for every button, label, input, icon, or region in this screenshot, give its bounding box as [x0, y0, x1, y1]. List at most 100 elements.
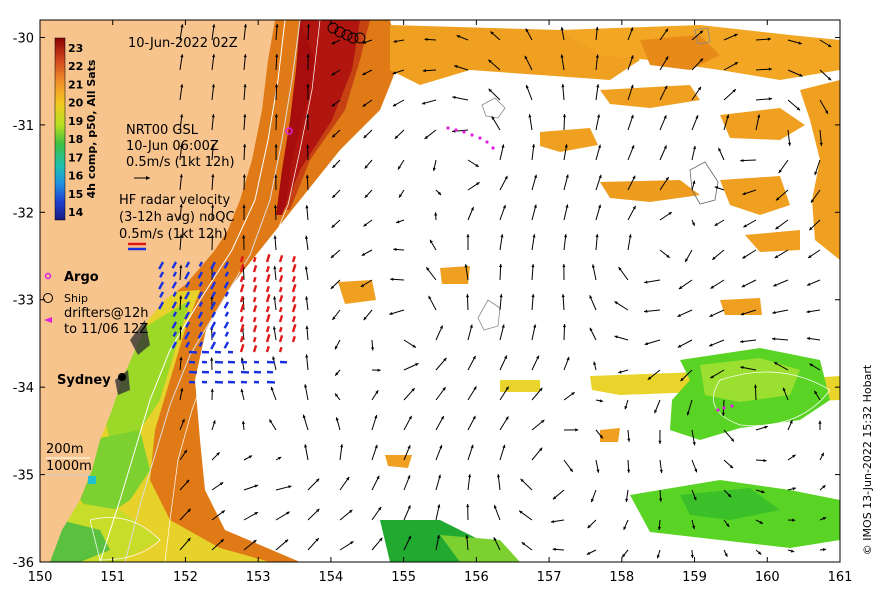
gsl-vector	[210, 234, 214, 251]
hf-vector	[171, 261, 178, 269]
gsl-vector	[659, 176, 670, 191]
gsl-vector	[331, 129, 341, 138]
gsl-vector	[499, 294, 503, 311]
gsl-vector	[723, 429, 735, 442]
gsl-vector	[595, 26, 599, 41]
hf-vector	[185, 301, 191, 308]
gsl-vector	[306, 114, 310, 131]
gsl-vector	[562, 323, 567, 341]
x-tick-label: 150	[28, 570, 53, 585]
gsl-vector	[723, 114, 730, 131]
gsl-vector	[179, 54, 184, 71]
gsl-vector	[243, 511, 259, 521]
y-tick-label: -33	[13, 294, 34, 309]
gsl-vector	[531, 294, 535, 311]
gsl-vector	[243, 143, 247, 161]
x-tick-label: 158	[609, 570, 634, 585]
gsl-vector	[334, 393, 341, 401]
hf-vector	[278, 306, 283, 313]
gsl-legend: NRT00 GSL 10-Jun 06:00Z 0.5m/s (1kt 12h)	[126, 123, 235, 180]
y-tick-label: -35	[13, 469, 34, 484]
gsl-vector	[787, 454, 796, 461]
gsl-vector	[179, 174, 183, 191]
gsl-vector	[691, 180, 696, 191]
gsl-vector	[775, 219, 789, 230]
gsl-vector	[243, 54, 247, 71]
gsl-vector	[625, 489, 629, 503]
gsl-vector	[243, 484, 259, 491]
gsl-vector	[677, 309, 693, 318]
x-tick-label: 157	[537, 570, 562, 585]
gsl-vector	[179, 449, 188, 461]
gsl-vector	[627, 144, 635, 161]
gsl-vector	[397, 159, 405, 170]
gsl-vector	[452, 95, 469, 101]
gsl-vector	[742, 249, 757, 259]
gsl-vector	[488, 59, 501, 71]
gsl-vector	[711, 249, 725, 261]
hf-vector	[265, 314, 271, 323]
gsl-vector	[806, 336, 821, 341]
gsl-vector	[595, 459, 600, 473]
gsl-vector	[531, 447, 543, 461]
gsl-vector	[304, 235, 309, 251]
hf-vector	[265, 294, 271, 303]
hf-vector	[211, 311, 217, 318]
gsl-vector	[211, 114, 215, 131]
hf-vector	[210, 341, 217, 350]
gsl-vector	[467, 474, 472, 491]
hf-vector	[278, 274, 284, 283]
gsl-vector	[499, 355, 508, 371]
gsl-vector	[531, 234, 536, 251]
hf-vector	[224, 291, 230, 297]
svg-text:10-Jun 06:00Z: 10-Jun 06:00Z	[126, 139, 219, 154]
y-tick-label: -31	[13, 119, 34, 134]
gsl-vector	[710, 369, 725, 379]
gsl-vector	[787, 487, 796, 491]
gsl-vector	[398, 189, 405, 198]
gsl-vector	[587, 519, 597, 529]
hf-vector	[197, 311, 204, 319]
gsl-vector	[684, 249, 693, 263]
gsl-vector	[518, 510, 533, 521]
gsl-vector	[392, 69, 405, 75]
gsl-vector	[331, 69, 341, 76]
hf-vector	[172, 331, 178, 337]
gsl-vector	[435, 325, 444, 341]
hf-vector	[198, 321, 204, 327]
gsl-vector	[787, 69, 803, 77]
hf-vector	[197, 331, 204, 339]
gsl-vector	[755, 549, 762, 555]
gsl-vector	[595, 114, 601, 131]
gsl-vector	[560, 54, 565, 71]
gsl-vector	[273, 296, 277, 311]
gsl-vector	[334, 369, 341, 376]
gsl-vector	[179, 418, 185, 431]
hf-vector	[172, 291, 178, 297]
gsl-vector	[714, 219, 725, 227]
gsl-vector	[772, 309, 789, 315]
gsl-vector	[211, 451, 220, 461]
gsl-vector	[644, 309, 661, 313]
colorbar-tick-label: 18	[68, 133, 83, 146]
colorbar-tick-label: 21	[68, 78, 83, 91]
hf-vector	[171, 321, 178, 329]
gsl-vector	[393, 39, 405, 43]
gsl-vector	[755, 37, 772, 41]
gsl-vector	[435, 357, 447, 371]
gsl-vector	[531, 174, 538, 191]
gsl-vector	[782, 387, 789, 401]
hf-vector	[211, 271, 217, 278]
gsl-vector	[723, 549, 728, 557]
gsl-vector	[364, 189, 373, 199]
hf-vector	[159, 271, 165, 278]
gsl-vector	[240, 357, 245, 371]
gsl-vector	[755, 425, 768, 431]
gsl-vector	[718, 147, 725, 161]
gsl-vector	[243, 84, 247, 101]
gsl-vector	[659, 459, 663, 474]
gsl-vector	[657, 519, 662, 531]
hf-vector	[291, 275, 296, 283]
hf-vector	[223, 341, 230, 349]
